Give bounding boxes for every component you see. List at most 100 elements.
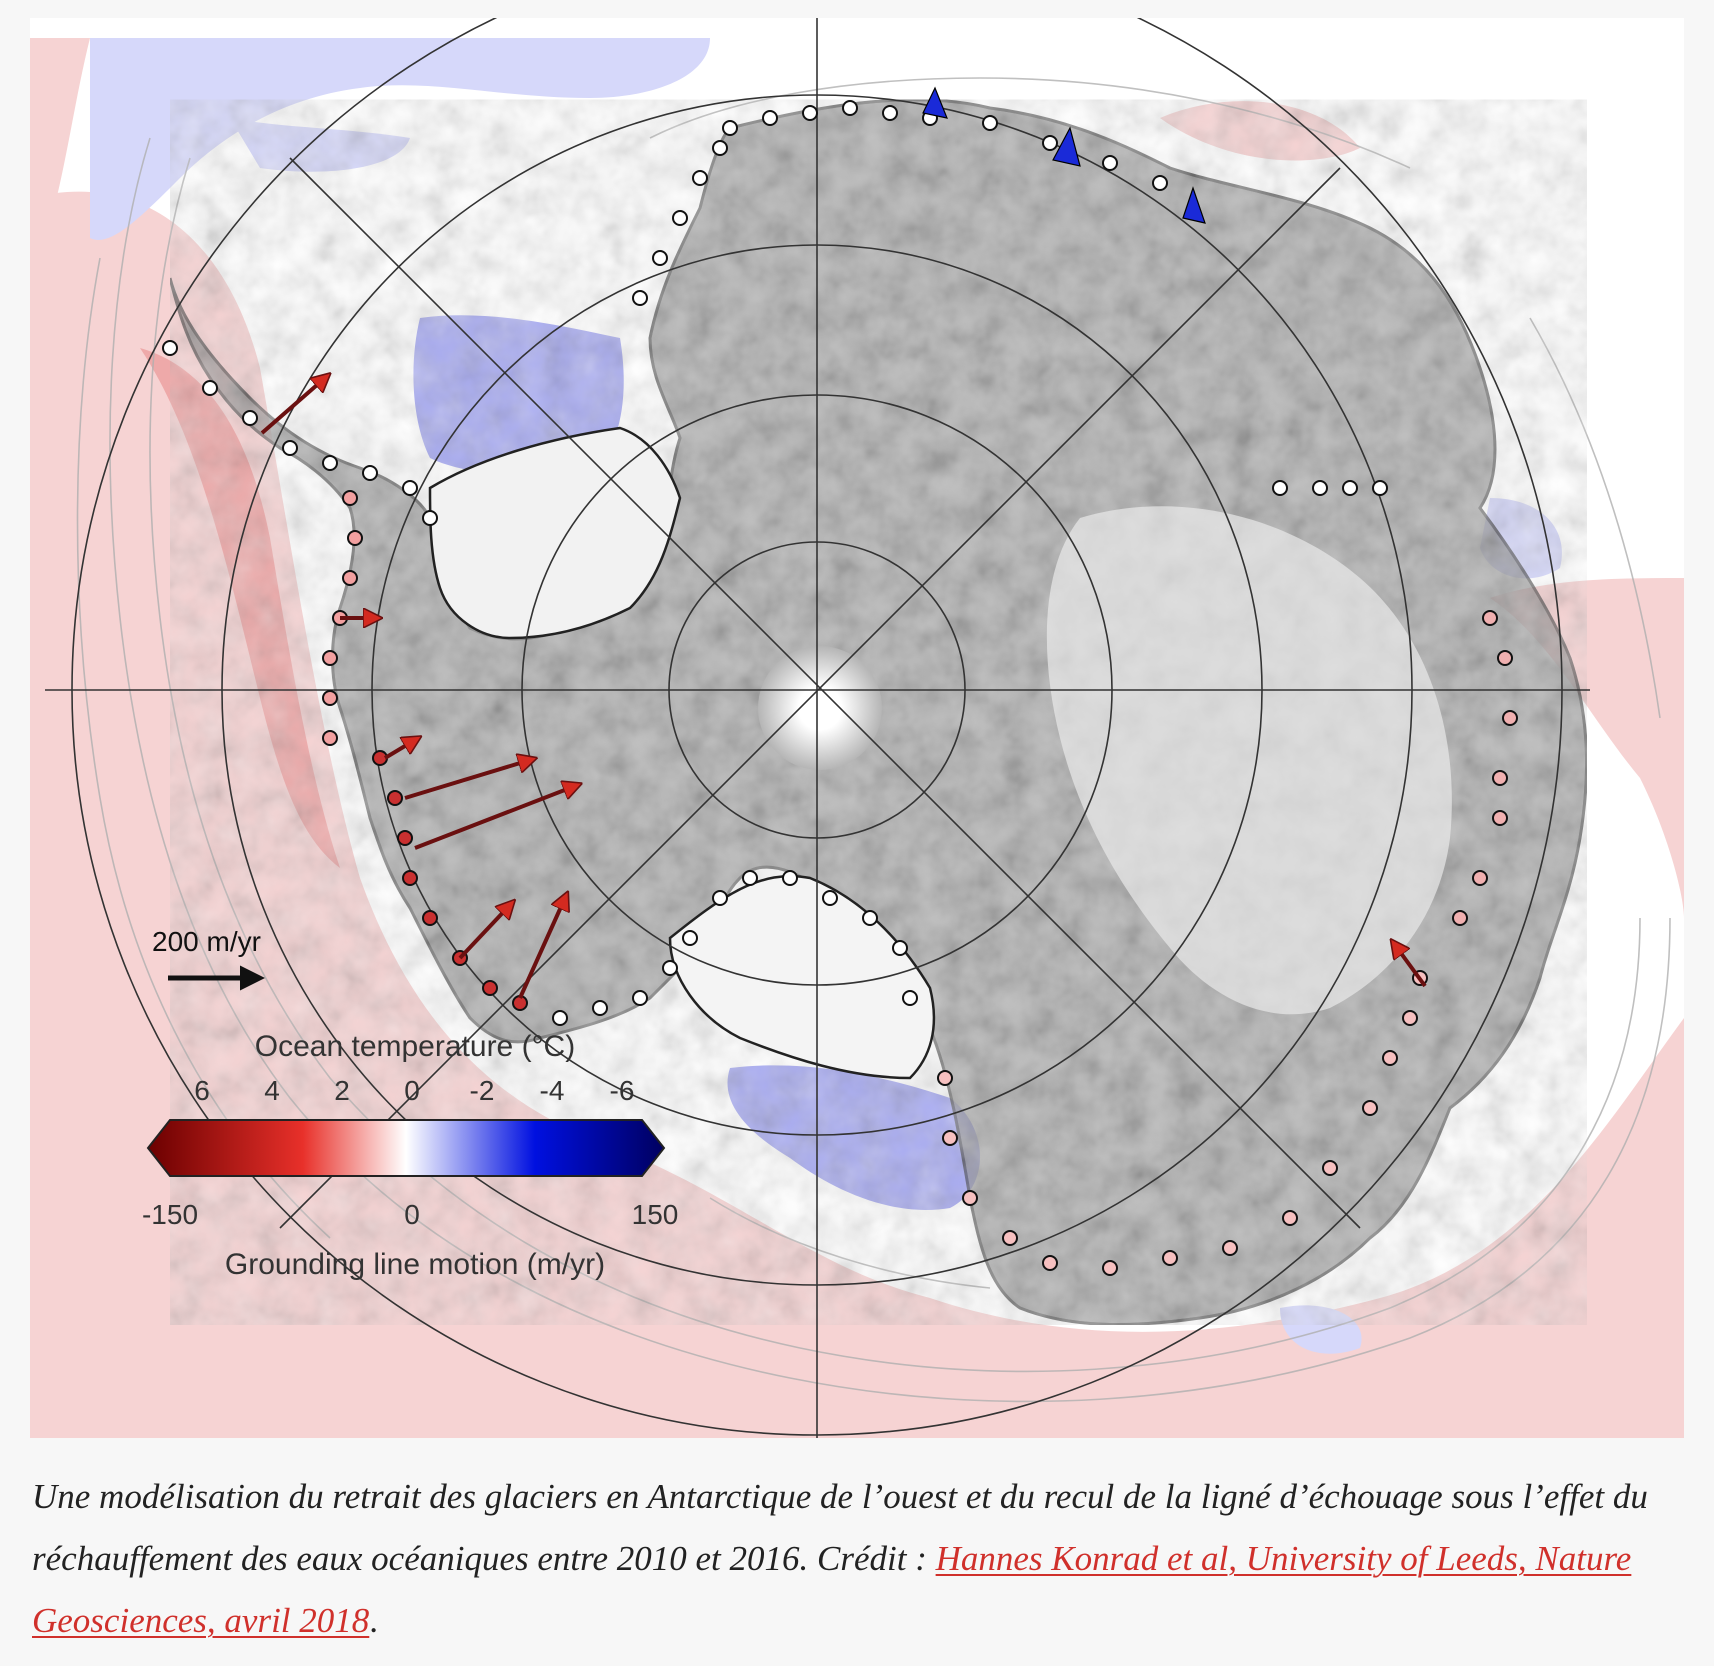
- temperature-legend-title: Ocean temperature (°C): [255, 1030, 575, 1063]
- motion-tick-label: 150: [632, 1199, 679, 1230]
- grounding-line-dot: [482, 980, 498, 996]
- advance-arrows: [922, 86, 1206, 224]
- grounding-line-dot: [322, 690, 338, 706]
- grounding-line-dot: [1162, 1250, 1178, 1266]
- grounding-line-dot: [712, 140, 728, 156]
- grounding-line-dot: [402, 480, 418, 496]
- figure-caption: Une modélisation du retrait des glaciers…: [32, 1466, 1682, 1652]
- motion-tick-labels: -150 0 150: [142, 1199, 678, 1230]
- motion-legend-title: Grounding line motion (m/yr): [225, 1248, 605, 1281]
- caption-text: Une modélisation du retrait des glaciers…: [32, 1477, 1648, 1578]
- grounding-line-dot: [1042, 1255, 1058, 1271]
- grounding-line-dot: [1102, 155, 1118, 171]
- grounding-line-dot: [1482, 610, 1498, 626]
- cold-ocean-southeast: [1280, 1305, 1362, 1354]
- grounding-line-dot: [1002, 1230, 1018, 1246]
- grounding-line-dot: [672, 210, 688, 226]
- grounding-line-dot: [1102, 1260, 1118, 1276]
- colorbar-legend: Ocean temperature (°C) 6 4 2 0 -2 -4 -6 -150 0 1…: [142, 1030, 678, 1281]
- grounding-line-dot: [322, 730, 338, 746]
- grounding-line-dot: [692, 170, 708, 186]
- warm-ocean-southwest-band: [140, 348, 340, 868]
- cold-ocean-ross: [727, 1065, 980, 1210]
- grounding-line-dot: [652, 250, 668, 266]
- advance-arrow: [922, 86, 948, 119]
- grounding-line-dot: [822, 890, 838, 906]
- grounding-line-dot: [1042, 135, 1058, 151]
- grounding-line-dot: [242, 410, 258, 426]
- grounding-line-dot: [1152, 175, 1168, 191]
- grounding-line-dot: [712, 890, 728, 906]
- grounding-line-dot: [1452, 910, 1468, 926]
- grounding-line-dot: [662, 960, 678, 976]
- temperature-tick-labels: 6 4 2 0 -2 -4 -6: [194, 1075, 634, 1106]
- grounding-line-dot: [1222, 1240, 1238, 1256]
- grounding-line-dot: [1402, 1010, 1418, 1026]
- antarctica-map-figure: 200 m/yr Ocean temperature (°C) 6 4 2 0 -2 -4…: [30, 18, 1684, 1438]
- retreat-arrow: [414, 786, 575, 850]
- grounding-line-dot: [347, 530, 363, 546]
- grounding-line-dot: [722, 120, 738, 136]
- grounding-line-dot: [1272, 480, 1288, 496]
- caption-credit-link[interactable]: Hannes Konrad et al, University of Leeds…: [32, 1539, 1632, 1640]
- scale-arrow-label: 200 m/yr: [152, 926, 261, 957]
- grounding-line-dot: [282, 440, 298, 456]
- advance-arrow: [1182, 186, 1206, 224]
- grounding-line-dot: [1492, 770, 1508, 786]
- grounding-line-dot: [842, 100, 858, 116]
- grounding-line-dot: [1382, 1050, 1398, 1066]
- grounding-line-dot: [1492, 810, 1508, 826]
- grounding-line-dot: [422, 510, 438, 526]
- grounding-line-dot: [632, 990, 648, 1006]
- grounding-line-dot: [632, 290, 648, 306]
- grounding-line-dot: [362, 465, 378, 481]
- grounding-line-dot: [1372, 480, 1388, 496]
- motion-tick-label: -150: [142, 1199, 198, 1230]
- caption-end: .: [369, 1601, 379, 1640]
- grounding-line-dot: [892, 940, 908, 956]
- grounding-line-dot: [322, 455, 338, 471]
- temperature-tick-label: 2: [334, 1075, 350, 1106]
- grounding-line-dot: [882, 105, 898, 121]
- grounding-line-dot: [762, 110, 778, 126]
- grounding-line-dot: [942, 1130, 958, 1146]
- grounding-line-dot: [1322, 1160, 1338, 1176]
- polar-grid: [45, 18, 1590, 1438]
- antarctica-ice-sheet: [168, 98, 1589, 1327]
- colorbar: [146, 1119, 666, 1177]
- grounding-line-dot: [402, 870, 418, 886]
- grounding-line-dot: [862, 910, 878, 926]
- grounding-line-dot: [552, 1010, 568, 1026]
- grounding-line-dot: [387, 790, 403, 806]
- east-antarctic-white-plateau: [1046, 506, 1452, 1015]
- grounding-line-dot: [1362, 1100, 1378, 1116]
- grounding-line-dot: [802, 105, 818, 121]
- grounding-line-dot: [1497, 650, 1513, 666]
- warm-ocean-east: [1490, 578, 1684, 918]
- grounding-line-dot: [512, 995, 528, 1011]
- retreat-arrow: [1395, 945, 1427, 988]
- south-pole-hole: [758, 646, 882, 770]
- grounding-line-dot: [982, 115, 998, 131]
- grounding-line-dot: [322, 650, 338, 666]
- grounding-line-dot: [342, 570, 358, 586]
- grounding-line-dot: [937, 1070, 953, 1086]
- temperature-tick-label: -6: [610, 1075, 635, 1106]
- grounding-line-dot: [742, 870, 758, 886]
- grounding-line-dot: [422, 910, 438, 926]
- temperature-tick-label: 4: [264, 1075, 280, 1106]
- warm-ocean-northeast: [1160, 101, 1360, 161]
- scale-indicator: 200 m/yr: [152, 926, 265, 991]
- grounding-line-dot: [397, 830, 413, 846]
- grounding-line-dot: [372, 750, 388, 766]
- temperature-tick-label: -2: [470, 1075, 495, 1106]
- ronne-filchner-ice-shelf: [428, 426, 682, 640]
- retreat-arrow: [383, 740, 415, 760]
- temperature-tick-label: 0: [404, 1075, 420, 1106]
- grounding-line-dot: [962, 1190, 978, 1206]
- motion-tick-label: 0: [404, 1199, 420, 1230]
- grounding-line-dot: [682, 930, 698, 946]
- grounding-line-dot: [1472, 870, 1488, 886]
- advance-arrow: [1052, 126, 1081, 167]
- grounding-line-dot: [342, 490, 358, 506]
